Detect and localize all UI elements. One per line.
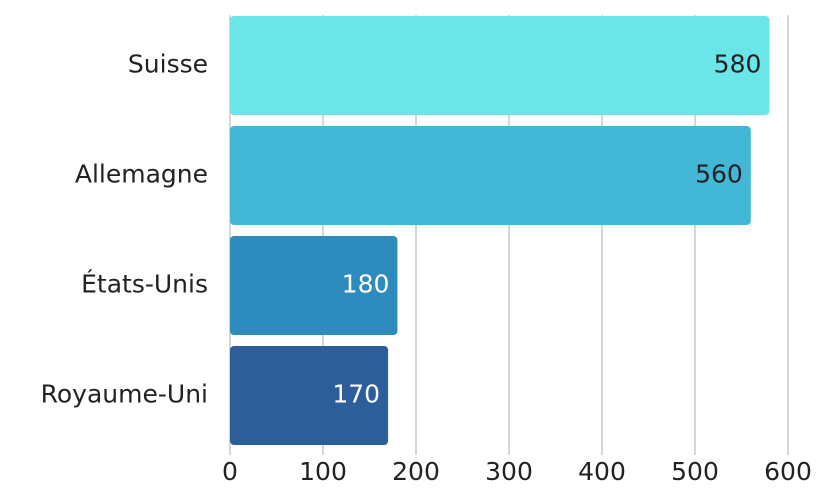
bar [230, 346, 389, 445]
bar [230, 126, 751, 225]
x-tick-label: 200 [392, 457, 440, 486]
value-label: 560 [695, 160, 743, 189]
x-tick-label: 500 [671, 457, 719, 486]
value-label: 180 [342, 270, 390, 299]
y-tick-label: Royaume-Uni [41, 380, 208, 409]
y-tick-label: Suisse [128, 50, 208, 79]
y-tick-label: Allemagne [75, 160, 208, 189]
x-tick-label: 300 [485, 457, 533, 486]
value-label: 170 [332, 380, 380, 409]
x-tick-label: 0 [222, 457, 238, 486]
value-label: 580 [714, 50, 762, 79]
x-tick-label: 400 [578, 457, 626, 486]
x-tick-label: 600 [764, 457, 812, 486]
bar [230, 236, 398, 335]
bar [230, 16, 770, 115]
x-tick-label: 100 [299, 457, 347, 486]
y-tick-label: États-Unis [81, 270, 208, 299]
